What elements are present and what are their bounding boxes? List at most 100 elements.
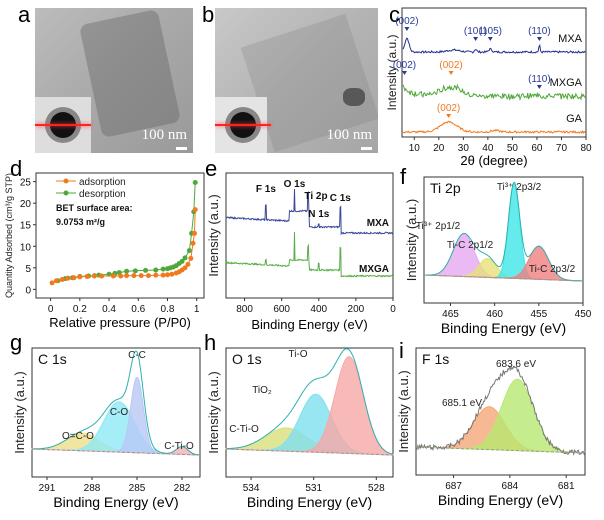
data-point-desorption (182, 255, 188, 261)
data-point-adsorption (160, 272, 166, 278)
y-axis-label: Intensity (a.u.) (206, 194, 221, 276)
xrd-line-mxa (402, 37, 586, 54)
component-label: Ti³⁺ 2p3/2 (497, 182, 542, 193)
data-point-adsorption (192, 230, 198, 236)
x-tick-label: 288 (84, 483, 101, 494)
y-tick-label: 20 (20, 199, 32, 210)
data-point-adsorption (153, 272, 159, 278)
x-tick-label: 1 (194, 304, 200, 315)
peak-label: F 1s (256, 184, 276, 195)
legend-marker (63, 178, 69, 184)
component-label: Ti³⁺ 2p1/2 (416, 221, 461, 232)
tyndall-inset-photo (215, 97, 271, 153)
panel-label-e: e (205, 156, 218, 181)
y-axis-label: Intensity (a.u.) (385, 34, 399, 110)
x-tick-label: 450 (575, 309, 592, 320)
plot-frame (423, 176, 584, 304)
panel-label-c: c (389, 2, 400, 27)
bet-annotation-value: 9.0753 m²/g (56, 217, 105, 227)
x-tick-label: 531 (305, 483, 322, 494)
x-tick-label: 684 (502, 481, 519, 492)
peak-marker (473, 37, 479, 41)
data-point-adsorption (131, 273, 137, 279)
component-label: C-O (110, 407, 129, 418)
data-point-adsorption (110, 273, 116, 279)
series-label-mxa: MXA (367, 218, 389, 229)
core-level-title: C 1s (38, 351, 67, 367)
peak-label: (110) (528, 74, 551, 85)
x-axis-label: Binding Energy (eV) (247, 494, 372, 510)
survey-line-mxa (225, 188, 394, 236)
component-label: TiO₂ (252, 385, 272, 396)
data-point-adsorption (53, 278, 59, 284)
background-line (415, 446, 586, 454)
x-tick-label: 681 (558, 481, 575, 492)
panel-label-g: g (10, 330, 23, 355)
y-axis-label: Quantity Adsorbed (cm³/g STP) (4, 173, 14, 298)
peak-label: (002) (437, 103, 460, 114)
x-tick-label: 465 (442, 309, 459, 320)
y-axis-label: Intensity (a.u.) (396, 370, 411, 452)
data-point-desorption (143, 267, 149, 273)
x-tick-label: 30 (458, 143, 470, 154)
peak-label: (110) (528, 26, 551, 37)
y-tick-label: 15 (20, 221, 32, 232)
x-tick-label: 60 (531, 143, 543, 154)
data-point-adsorption (99, 273, 105, 279)
x-tick-label: 40 (482, 143, 494, 154)
data-point-adsorption (182, 265, 188, 271)
component-label: C-Ti-O (229, 424, 259, 435)
xrd-chart: 10 20 30 40 50 60 70 80 2θ (degree) Intensity (a.… (385, 7, 592, 168)
series-label-mxga: MXGA (550, 77, 583, 89)
peak-label: (105) (479, 26, 502, 37)
scale-bar (361, 147, 372, 150)
x-tick-label: 400 (310, 304, 327, 315)
core-level-title: Ti 2p (430, 180, 461, 196)
panel-label-a: a (18, 2, 31, 27)
x-axis-label: Binding Energy (eV) (53, 494, 178, 510)
x-tick-label: 0.6 (131, 304, 145, 315)
plot-frame (31, 347, 201, 478)
component-label: C-Ti-O (164, 441, 194, 452)
measured-envelope (415, 365, 586, 457)
legend-marker (63, 190, 69, 196)
data-point-adsorption (192, 207, 198, 213)
peak-label: Ti 2p (304, 191, 327, 202)
plot-frame (401, 7, 587, 138)
x-tick-label: 291 (39, 483, 56, 494)
data-point-desorption (160, 266, 166, 272)
scale-bar (176, 147, 187, 150)
x-tick-label: 455 (530, 309, 547, 320)
x-tick-label: 0 (390, 304, 396, 315)
plot-frame (35, 172, 205, 299)
legend-label-desorption: desorption (79, 189, 126, 200)
data-point-adsorption (49, 280, 55, 286)
y-tick-label: 10 (20, 242, 32, 253)
peak-label: (101) (464, 26, 487, 37)
data-point-adsorption (188, 255, 194, 261)
y-axis-label: Intensity (a.u.) (404, 199, 419, 281)
aggregate (343, 88, 365, 106)
background-line (423, 274, 584, 282)
scale-label: 100 nm (141, 127, 187, 143)
x-tick-label: 285 (129, 483, 146, 494)
legend-label-adsorption: adsorption (79, 177, 126, 188)
measured-envelope (424, 181, 583, 282)
peak-label: C 1s (330, 193, 352, 204)
plot-frame (225, 347, 394, 478)
series-label-ga: GA (566, 113, 583, 125)
component-label: 683.6 eV (496, 359, 536, 370)
x-tick-label: 687 (445, 481, 462, 492)
y-tick-label: 0 (25, 285, 31, 296)
x-tick-label: 528 (368, 483, 385, 494)
data-point-adsorption (185, 261, 191, 267)
peak-marker (404, 27, 410, 31)
x-tick-label: 200 (348, 304, 365, 315)
x-tick-label: 0 (48, 304, 54, 315)
component-label: C-C (128, 350, 146, 361)
data-point-adsorption (164, 272, 170, 278)
xps-survey-chart: 800 600 400 200 0 Binding Energy (eV) Intensit… (206, 172, 396, 332)
x-tick-label: 20 (433, 143, 445, 154)
data-point-adsorption (118, 273, 124, 279)
tem-image-mxa: 100 nm (35, 8, 193, 153)
